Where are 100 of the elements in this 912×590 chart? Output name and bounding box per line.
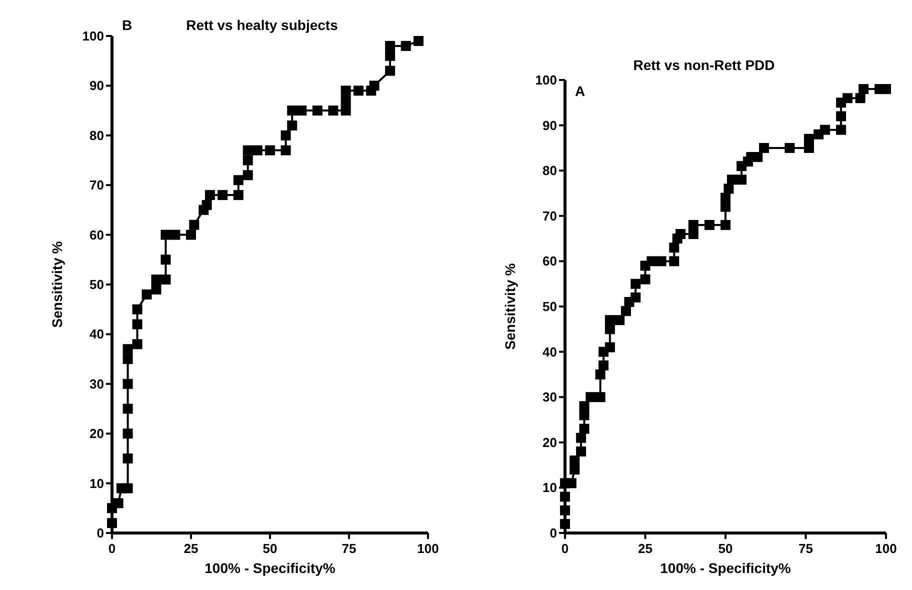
point [858, 84, 869, 94]
x-tick-label: 75 [798, 541, 813, 556]
point [570, 464, 580, 475]
point [122, 354, 133, 364]
point [218, 190, 228, 200]
x-tick-label: 25 [638, 541, 652, 556]
annotation: A [575, 83, 586, 99]
y-tick-label: 80 [90, 128, 104, 143]
point [669, 242, 680, 253]
y-tick-label: 0 [550, 526, 557, 540]
y-tick-label: 40 [542, 344, 557, 360]
point [265, 145, 275, 156]
y-tick-label: 80 [542, 163, 557, 178]
point [820, 124, 830, 135]
y-tick-label: 50 [90, 277, 104, 292]
x-tick-label: 100 [875, 541, 897, 556]
point [842, 93, 852, 104]
point [640, 274, 650, 284]
y-tick-label: 40 [90, 326, 104, 342]
point [630, 278, 641, 289]
point [340, 106, 351, 116]
chart-title: Rett vs healty subjects [186, 17, 338, 33]
point [604, 342, 615, 352]
point [566, 478, 576, 488]
point [233, 175, 244, 186]
point [720, 220, 730, 230]
point [160, 274, 171, 285]
x-tick-label: 50 [718, 541, 733, 556]
point [107, 518, 117, 528]
y-tick-label: 20 [542, 434, 557, 450]
point [369, 80, 380, 91]
point [385, 66, 396, 76]
point [186, 230, 196, 240]
point [570, 456, 580, 466]
point [704, 220, 714, 230]
point [280, 145, 291, 156]
point [656, 256, 666, 266]
point [160, 230, 171, 240]
point [385, 50, 396, 61]
y-axis-title: Sensitivity % [49, 240, 65, 328]
y-tick-label: 90 [542, 118, 557, 133]
point [280, 130, 291, 140]
point [233, 190, 244, 200]
point [189, 220, 200, 230]
point [759, 142, 770, 153]
point [160, 254, 171, 265]
point [804, 134, 814, 144]
y-tick-label: 100 [535, 72, 557, 88]
y-tick-label: 60 [90, 227, 104, 242]
y-tick-label: 10 [542, 480, 557, 496]
y-tick-label: 10 [90, 476, 104, 491]
point [726, 174, 737, 185]
point [836, 111, 846, 122]
point [328, 106, 338, 116]
point [604, 324, 615, 334]
x-tick-label: 0 [561, 541, 569, 556]
point [122, 453, 133, 464]
point [400, 40, 411, 51]
point [122, 483, 133, 494]
point [385, 40, 396, 51]
point [312, 106, 322, 116]
y-tick-label: 70 [542, 208, 557, 224]
point [855, 93, 866, 104]
x-axis-title: 100% - Specificity% [660, 560, 792, 576]
y-tick-label: 30 [90, 376, 104, 392]
point [598, 360, 609, 370]
point [252, 145, 262, 156]
point [113, 498, 124, 508]
chart-title: Rett vs non-Rett PDD [633, 57, 775, 73]
point [242, 155, 253, 166]
point [595, 392, 606, 402]
point [287, 106, 298, 116]
point [804, 142, 814, 153]
point [576, 432, 586, 443]
point [353, 86, 364, 96]
point [204, 190, 215, 200]
point [669, 256, 680, 266]
point [122, 344, 133, 354]
x-tick-label: 75 [342, 541, 356, 556]
x-tick-label: 0 [108, 541, 116, 556]
y-axis-title: Sensitivity % [502, 262, 518, 350]
x-tick-label: 100 [417, 541, 439, 556]
point [630, 292, 641, 302]
y-tick-label: 0 [96, 526, 104, 540]
y-tick-label: 100 [82, 28, 104, 44]
point [576, 446, 586, 456]
point [688, 220, 698, 230]
point [881, 84, 891, 94]
point [132, 339, 142, 350]
point [579, 410, 590, 420]
point [242, 145, 253, 156]
point [142, 289, 152, 300]
point [122, 428, 133, 439]
point [784, 142, 795, 153]
y-tick-label: 20 [90, 426, 104, 442]
point [170, 230, 180, 240]
point [720, 202, 730, 212]
point [414, 36, 424, 46]
text: B [122, 17, 132, 33]
point [579, 424, 590, 434]
